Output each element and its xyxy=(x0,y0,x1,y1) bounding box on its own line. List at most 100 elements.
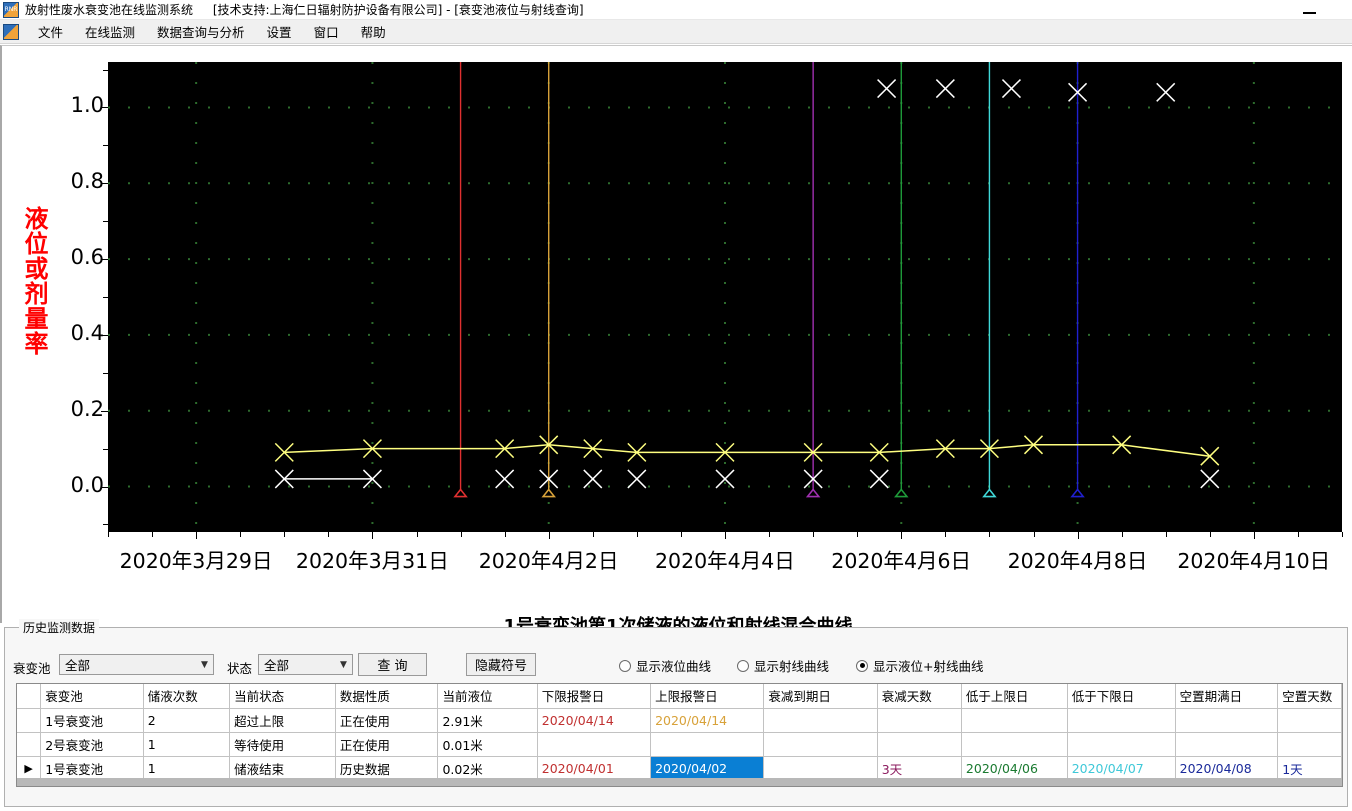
x-tick-label: 2020年4月2日 xyxy=(478,549,619,573)
table-cell[interactable]: 1号衰变池 xyxy=(40,756,144,781)
table-cell[interactable]: 2020/04/05 xyxy=(763,756,878,781)
table-cell[interactable] xyxy=(1175,732,1279,757)
row-indicator-header[interactable] xyxy=(17,684,42,709)
x-tick-minor xyxy=(460,532,462,537)
x-tick-minor xyxy=(1297,532,1299,537)
radio-show-dose-curve[interactable]: 显示射线曲线 xyxy=(737,656,829,675)
row-indicator-cell[interactable] xyxy=(17,732,42,757)
table-cell[interactable] xyxy=(650,732,765,757)
table-cell[interactable] xyxy=(1067,732,1176,757)
history-data-grid[interactable]: 衰变池 储液次数 当前状态 数据性质 当前液位 下限报警日 上限报警日 衰减到期日 衰减天数 低于… xyxy=(16,683,1343,787)
menu-item-help[interactable]: 帮助 xyxy=(360,25,386,40)
table-cell[interactable] xyxy=(961,732,1068,757)
menu-item-window[interactable]: 窗口 xyxy=(313,25,339,40)
table-row[interactable]: 2号衰变池 1 等待使用 正在使用 0.01米 xyxy=(17,732,1342,757)
table-column-header[interactable]: 当前状态 xyxy=(229,684,336,709)
table-column-header[interactable]: 空置天数 xyxy=(1277,684,1342,709)
table-cell[interactable] xyxy=(1067,708,1176,733)
table-column-header[interactable]: 当前液位 xyxy=(437,684,538,709)
row-indicator-cell[interactable]: ▶ xyxy=(17,756,42,781)
radio-show-level-curve[interactable]: 显示液位曲线 xyxy=(619,656,711,675)
radio-icon xyxy=(737,659,749,672)
group-box-legend: 历史监测数据 xyxy=(19,619,100,636)
table-cell[interactable]: 1天 xyxy=(1277,756,1342,781)
table-cell[interactable]: 2020/04/06 xyxy=(961,756,1068,781)
table-cell[interactable]: 1 xyxy=(143,756,231,781)
table-column-header[interactable]: 衰变池 xyxy=(40,684,144,709)
table-column-header[interactable]: 低于上限日 xyxy=(961,684,1068,709)
table-column-header[interactable]: 衰减天数 xyxy=(877,684,962,709)
table-cell[interactable]: 1号衰变池 xyxy=(40,708,144,733)
table-column-header[interactable]: 空置期满日 xyxy=(1175,684,1279,709)
table-cell[interactable]: 0.02米 xyxy=(437,756,538,781)
table-cell[interactable] xyxy=(877,732,962,757)
query-button[interactable]: 查 询 xyxy=(358,653,427,676)
y-tick-minor xyxy=(103,69,108,71)
table-header-row: 衰变池 储液次数 当前状态 数据性质 当前液位 下限报警日 上限报警日 衰减到期日 衰减天数 低于… xyxy=(17,684,1342,709)
table-cell[interactable]: 2020/04/01 xyxy=(537,756,652,781)
hide-symbol-button[interactable]: 隐藏符号 xyxy=(466,653,536,676)
table-cell[interactable] xyxy=(537,732,652,757)
table-cell[interactable]: 2020/04/02 xyxy=(650,756,765,781)
y-tick-minor xyxy=(103,372,108,374)
radio-show-level-curve-label: 显示液位曲线 xyxy=(636,659,712,674)
table-column-header[interactable]: 上限报警日 xyxy=(650,684,765,709)
table-cell[interactable] xyxy=(1277,732,1342,757)
menu-item-file[interactable]: 文件 xyxy=(38,25,64,40)
menu-logo-icon xyxy=(3,23,19,40)
table-cell[interactable]: 2.91米 xyxy=(437,708,538,733)
chevron-down-icon: ▼ xyxy=(201,659,208,670)
y-tick-label: 0.4 xyxy=(70,320,104,345)
x-tick-minor xyxy=(592,532,594,537)
table-cell[interactable]: 等待使用 xyxy=(229,732,336,757)
row-indicator-cell[interactable] xyxy=(17,708,42,733)
table-cell[interactable]: 超过上限 xyxy=(229,708,336,733)
grid-scroll-filler xyxy=(17,778,1342,786)
x-tick-minor xyxy=(769,532,771,537)
table-cell[interactable]: 储液结束 xyxy=(229,756,336,781)
x-tick-minor xyxy=(108,532,109,537)
x-tick-minor xyxy=(328,532,330,537)
table-column-header[interactable]: 衰减到期日 xyxy=(763,684,878,709)
table-cell[interactable] xyxy=(1277,708,1342,733)
window-title-main: 放射性废水衰变池在线监测系统 xyxy=(25,3,194,17)
status-filter-combobox[interactable]: 全部 ▼ xyxy=(258,654,353,675)
table-column-header[interactable]: 低于下限日 xyxy=(1067,684,1176,709)
table-cell[interactable] xyxy=(961,708,1068,733)
table-column-header[interactable]: 储液次数 xyxy=(143,684,231,709)
table-cell[interactable]: 历史数据 xyxy=(335,756,439,781)
x-tick-minor xyxy=(725,532,726,537)
menu-item-settings[interactable]: 设置 xyxy=(266,25,292,40)
table-cell[interactable]: 2020/04/07 xyxy=(1067,756,1176,781)
menu-item-monitor[interactable]: 在线监测 xyxy=(85,25,136,40)
radio-show-both-curves[interactable]: 显示液位+射线曲线 xyxy=(856,656,983,675)
x-tick-minor xyxy=(152,532,154,537)
table-cell[interactable]: 2 xyxy=(143,708,231,733)
y-tick-label: 0.8 xyxy=(70,169,104,194)
table-cell[interactable]: 2020/04/14 xyxy=(650,708,765,733)
table-cell[interactable]: 2020/04/08 xyxy=(1175,756,1279,781)
table-cell[interactable] xyxy=(763,708,878,733)
table-cell[interactable] xyxy=(763,732,878,757)
table-column-header[interactable]: 下限报警日 xyxy=(537,684,652,709)
x-tick-minor xyxy=(1209,532,1211,537)
table-cell[interactable]: 正在使用 xyxy=(335,732,439,757)
table-cell[interactable]: 正在使用 xyxy=(335,708,439,733)
minimize-button[interactable] xyxy=(1294,0,1324,20)
table-cell[interactable]: 2号衰变池 xyxy=(40,732,144,757)
table-cell[interactable] xyxy=(1175,708,1279,733)
x-tick-label: 2020年3月31日 xyxy=(295,549,449,573)
table-cell[interactable] xyxy=(877,708,962,733)
table-row[interactable]: 1号衰变池 2 超过上限 正在使用 2.91米 2020/04/14 2020/04/14 xyxy=(17,708,1342,733)
y-tick-minor xyxy=(103,448,108,450)
table-cell[interactable]: 3天 xyxy=(877,756,962,781)
table-cell[interactable]: 1 xyxy=(143,732,231,757)
table-column-header[interactable]: 数据性质 xyxy=(335,684,439,709)
x-tick-label: 2020年4月6日 xyxy=(831,549,972,573)
table-cell[interactable]: 2020/04/14 xyxy=(537,708,652,733)
pool-filter-combobox[interactable]: 全部 ▼ xyxy=(59,654,214,675)
table-cell[interactable]: 0.01米 xyxy=(437,732,538,757)
table-row[interactable]: ▶ 1号衰变池 1 储液结束 历史数据 0.02米 2020/04/01 2020/04/02… xyxy=(17,756,1342,781)
chart-plot-area[interactable] xyxy=(108,62,1342,532)
menu-item-query[interactable]: 数据查询与分析 xyxy=(157,25,245,40)
